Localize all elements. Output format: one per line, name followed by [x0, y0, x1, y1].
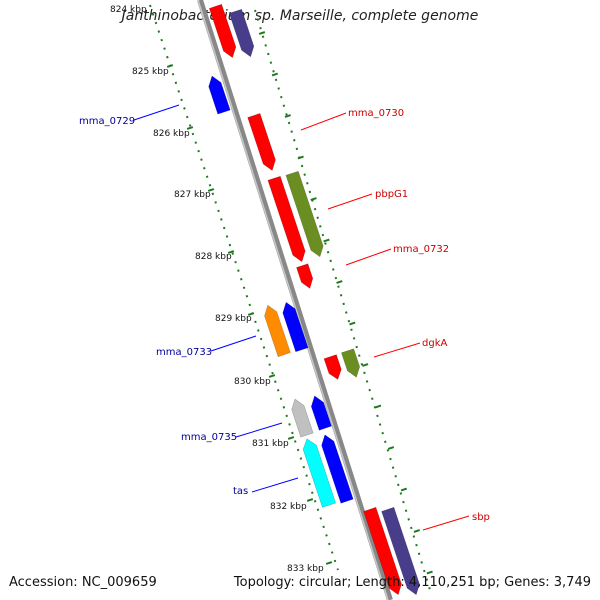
outer-ring-tick — [297, 155, 304, 160]
kbp-ticks — [166, 31, 433, 575]
outer-ring-tick — [400, 487, 408, 492]
ruler-tick — [186, 126, 194, 130]
outer-ring-tick — [413, 529, 420, 533]
leader-mma-0730 — [300, 112, 347, 131]
ruler-tick — [325, 561, 333, 565]
gene-label-mma-0733[interactable]: mma_0733 — [156, 347, 212, 358]
ruler-tick — [306, 498, 314, 502]
gene-arrow-forward[interactable] — [264, 304, 291, 358]
leader-dgka — [373, 342, 421, 358]
kbp-label-824: 824 kbp — [110, 5, 147, 15]
gene-arrow-mma-0735[interactable] — [310, 395, 332, 431]
leader-sbp — [422, 515, 470, 531]
gene-arrow-forward[interactable] — [381, 506, 420, 596]
leader-mma-0735 — [235, 422, 283, 438]
kbp-label-827: 827 kbp — [174, 190, 211, 200]
kbp-label-829: 829 kbp — [215, 314, 252, 324]
gene-arrow-reverse[interactable] — [321, 434, 354, 504]
gene-label-mma-0729[interactable]: mma_0729 — [79, 116, 135, 127]
leader-pbpg1 — [327, 193, 373, 210]
leader-mma-0729 — [133, 104, 180, 121]
outer-ring-tick — [426, 570, 433, 575]
outer-ring-tick — [349, 321, 356, 326]
gene-arrow-tas[interactable] — [302, 438, 337, 508]
gene-arrow-forward[interactable] — [291, 398, 314, 438]
leader-tas — [251, 477, 299, 493]
gene-arrow-dgka[interactable] — [323, 354, 342, 380]
outer-ring-tick — [362, 363, 369, 367]
outer-ring-tick — [387, 446, 395, 450]
gene-arrow-mma-0730[interactable] — [247, 113, 276, 171]
gene-label-pbpg1[interactable]: pbpG1 — [375, 189, 408, 200]
outer-ring-tick — [374, 404, 382, 409]
leader-mma-0733 — [210, 335, 257, 352]
outer-ring-tick — [323, 238, 330, 243]
kbp-label-830: 830 kbp — [234, 377, 271, 387]
kbp-label-826: 826 kbp — [153, 129, 190, 139]
gene-label-mma-0730[interactable]: mma_0730 — [348, 108, 404, 119]
ruler-tick — [247, 312, 255, 316]
gene-label-mma-0735[interactable]: mma_0735 — [181, 432, 237, 443]
leader-mma-0732 — [345, 248, 392, 266]
outer-ring-tick — [258, 31, 266, 35]
kbp-label-832: 832 kbp — [270, 502, 307, 512]
gene-arrow-mma-0729[interactable] — [208, 75, 231, 115]
genome-summary-text: Topology: circular; Length: 4,110,251 bp… — [233, 575, 591, 590]
gene-arrow-forward[interactable] — [341, 348, 361, 378]
outer-ring-track — [254, 9, 431, 591]
gene-features — [208, 3, 420, 596]
gene-label-tas[interactable]: tas — [233, 486, 248, 497]
gene-arrow-forward[interactable] — [228, 8, 255, 58]
gene-label-mma-0732[interactable]: mma_0732 — [393, 244, 449, 255]
ruler-tick — [287, 436, 295, 440]
backbone — [197, 0, 393, 600]
outer-ring-tick — [336, 280, 343, 284]
ruler-tick — [227, 250, 235, 254]
gene-arrow-forward[interactable] — [267, 175, 306, 263]
ruler-tick — [166, 64, 174, 68]
kbp-label-833: 833 kbp — [287, 564, 324, 574]
outer-ring-tick — [310, 197, 317, 201]
ruler-tick — [207, 188, 215, 192]
gene-arrow-sbp[interactable] — [363, 506, 402, 596]
outer-ring-tick — [284, 114, 291, 118]
ruler-track — [149, 4, 339, 571]
accession-text: Accession: NC_009659 — [9, 575, 157, 590]
gene-arrow-pbpg1[interactable] — [285, 170, 324, 258]
gene-arrow-mma-0733[interactable] — [282, 301, 309, 353]
kbp-label-825: 825 kbp — [132, 67, 169, 77]
ruler-tick — [268, 374, 276, 378]
gene-arrow-mma-0732[interactable] — [296, 263, 314, 289]
kbp-label-831: 831 kbp — [252, 439, 289, 449]
gene-label-dgka[interactable]: dgkA — [422, 338, 447, 349]
backbone-highlight — [197, 0, 389, 600]
gene-arrow-forward[interactable] — [208, 3, 237, 59]
gene-label-sbp[interactable]: sbp — [472, 512, 490, 523]
kbp-label-828: 828 kbp — [195, 252, 232, 262]
outer-ring-tick — [271, 72, 279, 77]
